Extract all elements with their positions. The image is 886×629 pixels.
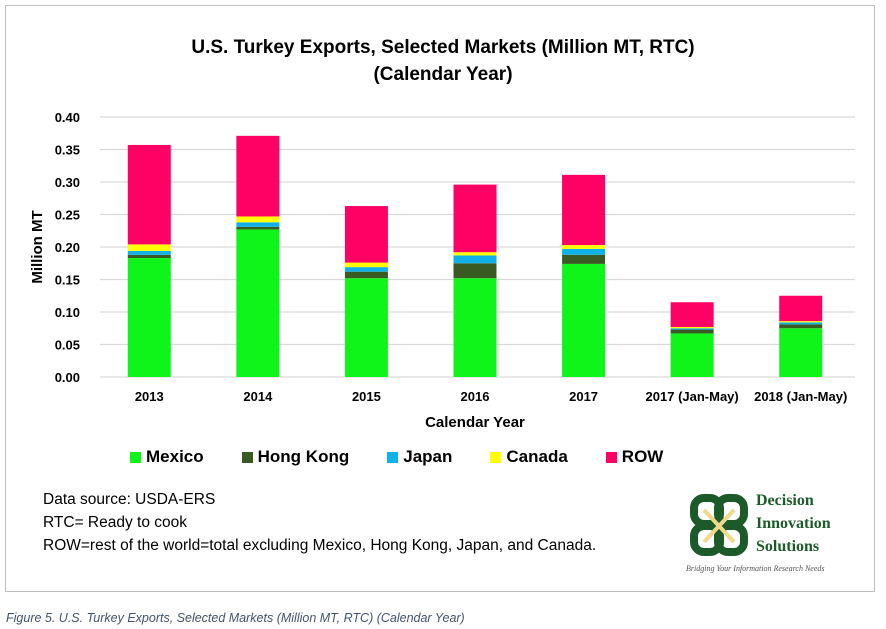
y-tick-label: 0.30 (55, 175, 80, 190)
legend-swatch (130, 451, 141, 463)
x-tick-label: 2015 (352, 389, 381, 404)
bar-segment-mexico (453, 278, 497, 377)
y-tick-label: 0.40 (55, 110, 80, 125)
bar-segment-japan (562, 248, 606, 255)
bar-segment-row (779, 295, 823, 322)
x-tick-label: 2017 (569, 389, 598, 404)
logo-text-3: Solutions (756, 538, 820, 555)
note-row: ROW=rest of the world=total excluding Me… (43, 537, 597, 554)
bar-segment-canada (127, 244, 171, 251)
y-tick-label: 0.20 (55, 240, 80, 255)
knot-logo-icon (690, 494, 748, 556)
bar-segment-japan (453, 255, 497, 264)
y-tick-label: 0.10 (55, 305, 80, 320)
subtitle-line: (Calendar Year) (373, 64, 513, 85)
bar-segment-row (670, 302, 714, 327)
bar-segment-canada (562, 245, 606, 249)
bar-segment-canada (236, 216, 280, 223)
x-tick-label: 2018 (Jan-May) (754, 389, 847, 404)
legend-label: Japan (403, 447, 453, 466)
bar-segment-hong-kong (779, 324, 823, 329)
bar-segment-mexico (127, 258, 171, 377)
y-tick-label: 0.00 (55, 370, 80, 385)
bar-segment-mexico (344, 278, 388, 377)
y-tick-label: 0.15 (55, 273, 80, 288)
bar-segment-mexico (670, 333, 714, 377)
y-tick-label: 0.05 (55, 338, 80, 353)
legend-item: Japan (387, 447, 452, 467)
logo-text-2: Innovation (756, 515, 831, 532)
bar-segment-hong-kong (127, 254, 171, 259)
y-tick-label: 0.25 (55, 208, 80, 223)
bar-segment-canada (344, 262, 388, 268)
chart-title: U.S. Turkey Exports, Selected Markets (M… (0, 34, 886, 88)
bar-segment-hong-kong (344, 271, 388, 279)
bar-segment-japan (779, 322, 823, 325)
notes: Data source: USDA-ERS RTC= Ready to cook… (43, 488, 596, 557)
note-rtc: RTC= Ready to cook (43, 514, 188, 531)
figure-caption: Figure 5. U.S. Turkey Exports, Selected … (6, 611, 465, 625)
chart-frame (5, 5, 875, 592)
legend-item: Canada (490, 447, 568, 467)
bar-segment-mexico (779, 328, 823, 377)
bar-segment-canada (453, 252, 497, 256)
legend-label: Mexico (146, 447, 204, 466)
legend-item: ROW (605, 447, 664, 467)
x-axis-title: Calendar Year (425, 414, 525, 431)
bar-segment-row (562, 174, 606, 246)
x-tick-label: 2016 (461, 389, 490, 404)
bar-segment-hong-kong (562, 254, 606, 264)
legend-label: Hong Kong (257, 447, 350, 466)
legend-label: Canada (506, 447, 568, 466)
bar-segment-mexico (562, 263, 606, 377)
legend-swatch (605, 451, 617, 463)
legend-item: Hong Kong (241, 447, 350, 467)
title-line: U.S. Turkey Exports, Selected Markets (M… (191, 37, 695, 58)
legend-swatch (490, 451, 502, 463)
bar-segment-canada (670, 326, 714, 329)
legend-item: Mexico (130, 447, 204, 467)
bar-segment-row (453, 184, 497, 253)
logo-tagline: Bridging Your Information Research Needs (686, 564, 825, 573)
x-tick-label: 2013 (135, 389, 164, 404)
bar-segment-japan (236, 222, 280, 227)
bar-segment-canada (779, 321, 823, 323)
x-tick-label: 2014 (243, 389, 273, 404)
bar-segment-mexico (236, 229, 280, 377)
company-logo: Decision Innovation Solutions Bridging Y… (684, 488, 874, 578)
y-axis-title: Million MT (29, 210, 46, 283)
stacked-bar-chart: 0.00 0.05 0.10 0.15 0.20 0.25 0.30 0.35 0.40 2013… (29, 110, 855, 431)
bar-segment-japan (344, 267, 388, 272)
bar-segment-hong-kong (670, 329, 714, 334)
bar-segment-hong-kong (453, 263, 497, 279)
legend-label: ROW (621, 447, 664, 466)
bar-segment-hong-kong (236, 226, 280, 230)
x-tick-label: 2017 (Jan-May) (646, 389, 739, 404)
legend: Mexico Hong Kong Japan Canada ROW (130, 447, 701, 467)
logo-text-1: Decision (756, 492, 814, 509)
bar-segment-row (127, 144, 171, 245)
bar-segment-japan (670, 328, 714, 330)
bar-segment-row (344, 206, 388, 263)
y-tick-label: 0.35 (55, 143, 80, 158)
legend-swatch (241, 451, 253, 463)
bar-segment-row (236, 135, 280, 217)
legend-swatch (387, 451, 399, 463)
note-source: Data source: USDA-ERS (43, 491, 216, 508)
bar-segment-japan (127, 250, 171, 255)
